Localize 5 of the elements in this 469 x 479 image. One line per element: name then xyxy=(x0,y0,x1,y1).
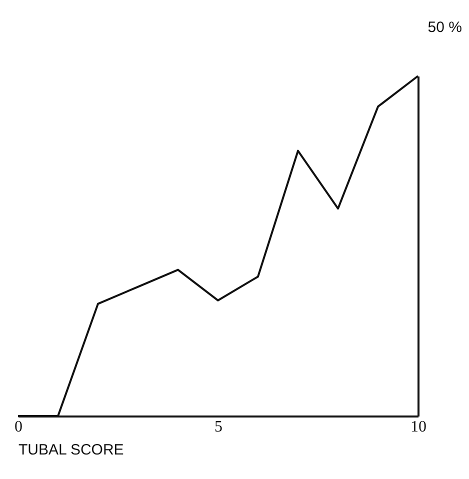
x-tick-label: 0 xyxy=(14,418,22,436)
x-axis-title: TUBAL SCORE xyxy=(18,442,124,458)
x-tick-label: 10 xyxy=(410,418,426,436)
x-tick-label: 5 xyxy=(214,418,222,436)
text: 50 % xyxy=(428,19,462,36)
